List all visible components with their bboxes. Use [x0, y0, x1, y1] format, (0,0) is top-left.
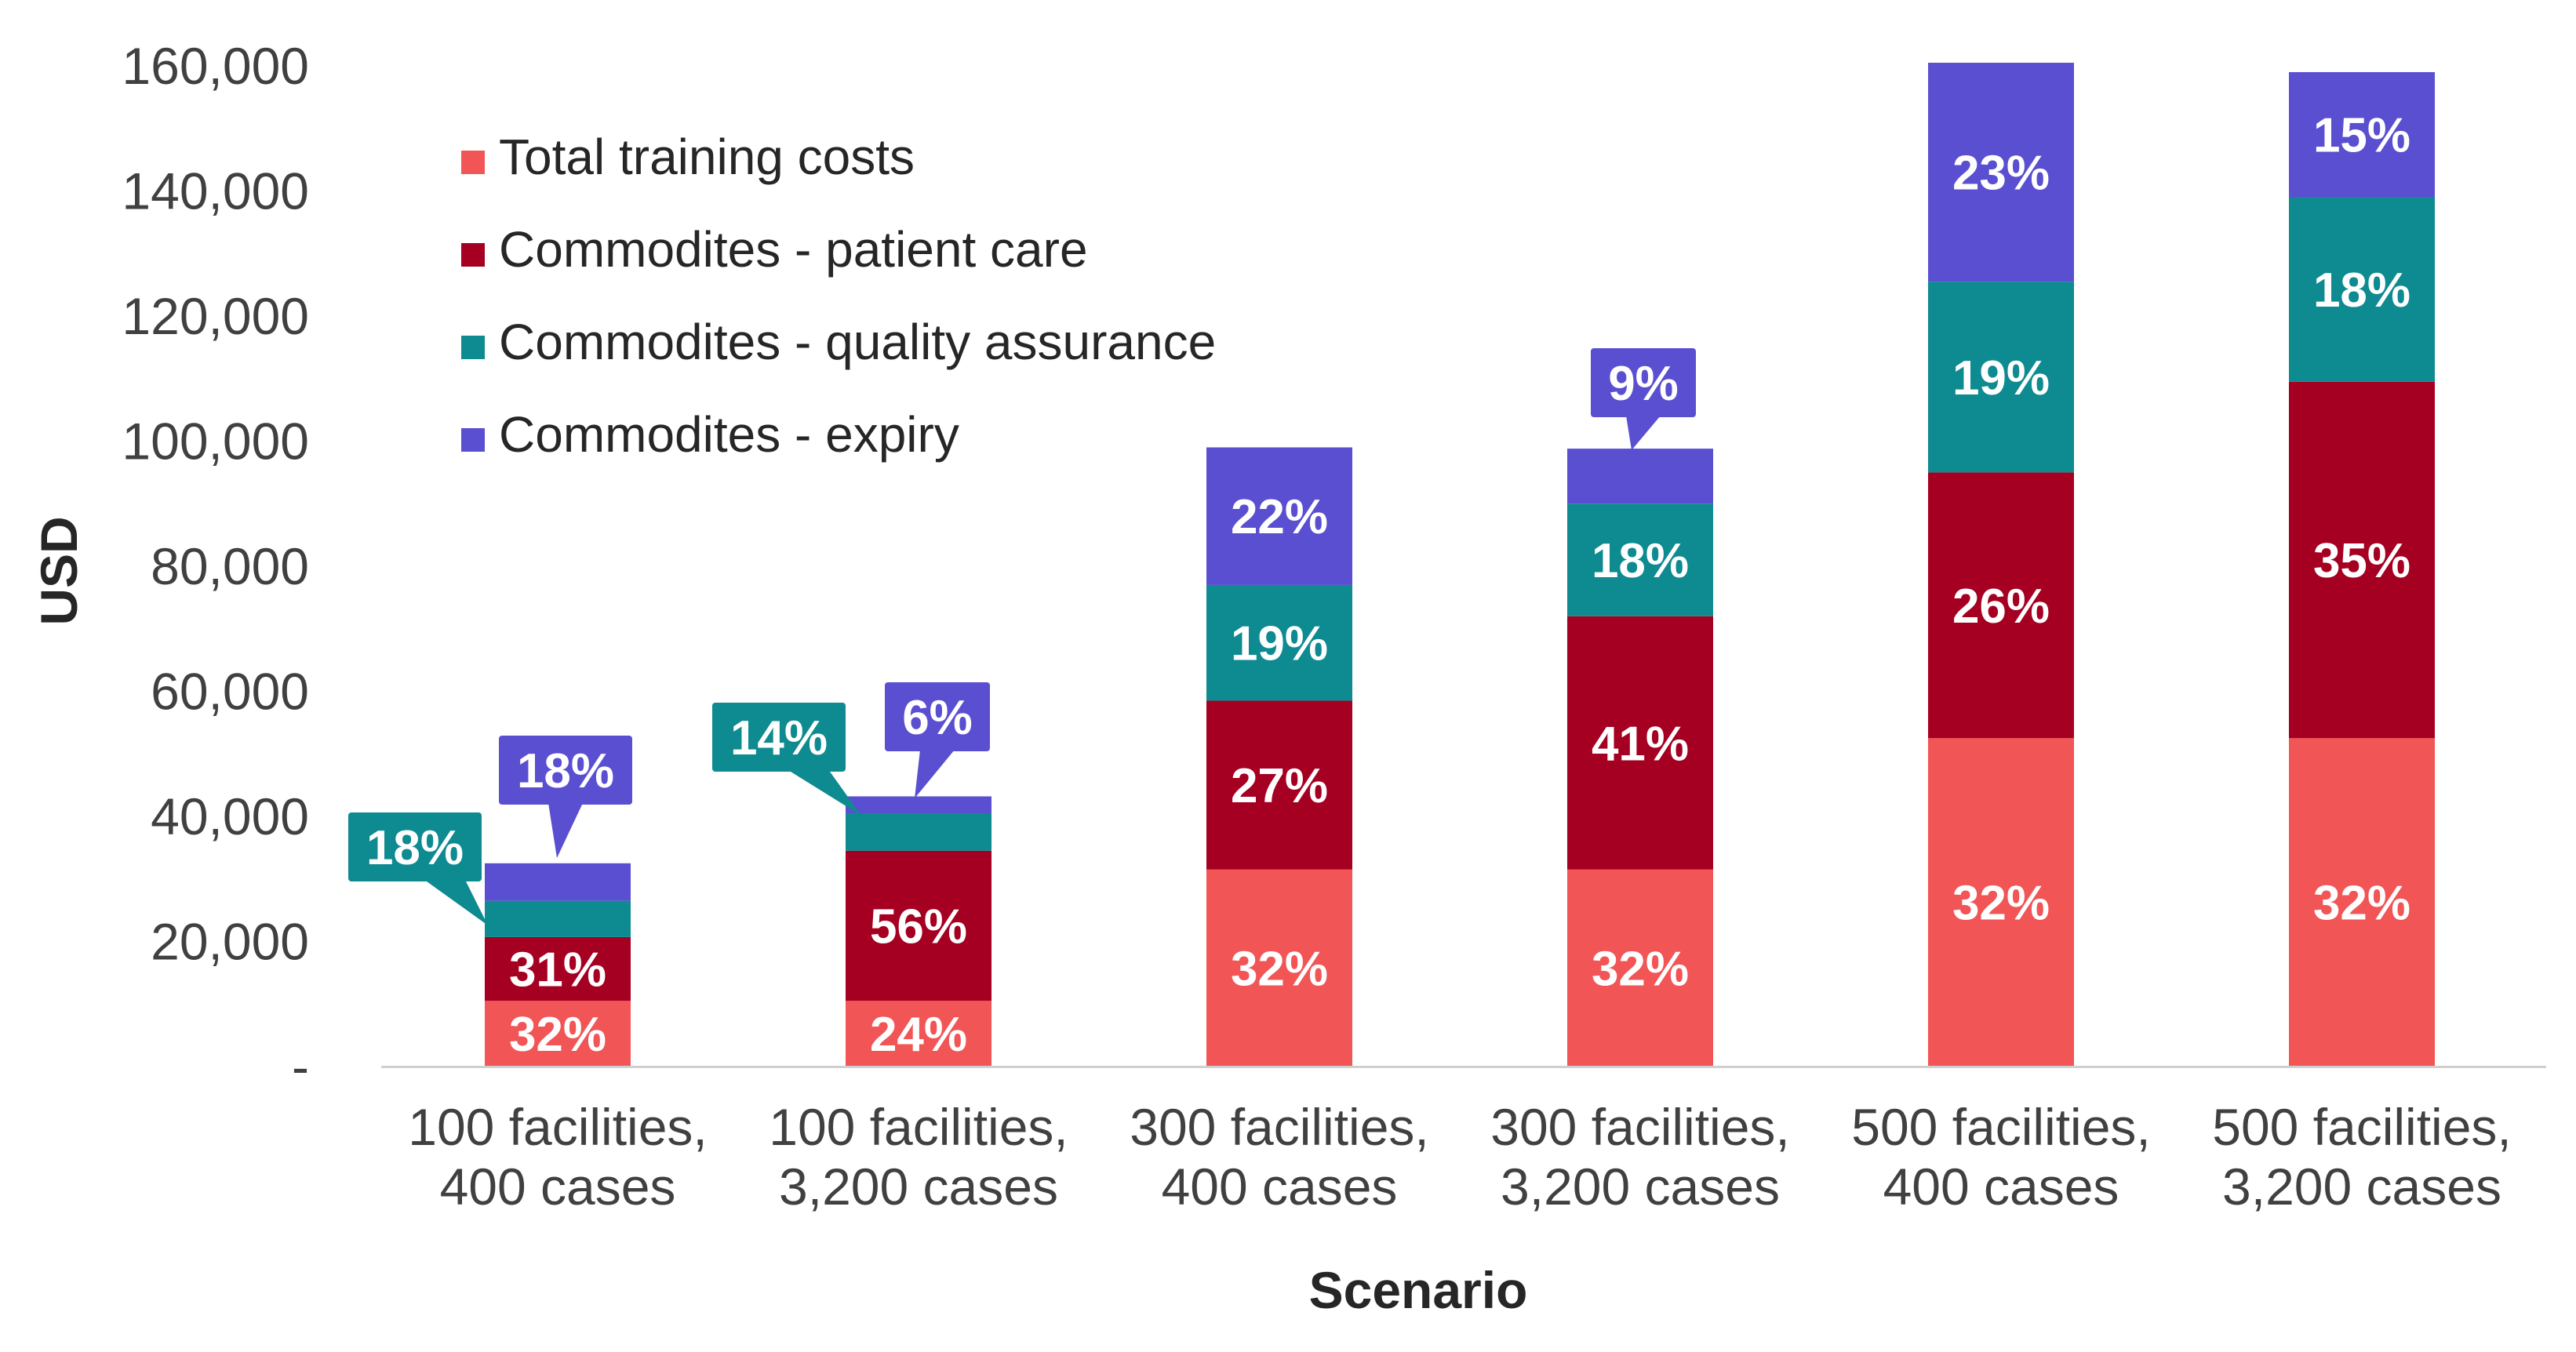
bar-segment	[485, 900, 631, 937]
bar-segment	[1928, 63, 2074, 282]
callout-pointer	[1626, 416, 1661, 450]
bar-segment	[1928, 282, 2074, 473]
bar-segment	[2289, 71, 2435, 198]
segment-data-label: 31%	[509, 943, 606, 998]
bar-segment	[2289, 381, 2435, 739]
x-tick-label: 400 cases	[1883, 1158, 2119, 1216]
x-tick-label: 100 facilities,	[769, 1098, 1068, 1156]
bar-segment	[1928, 472, 2074, 739]
x-tick-label: 300 facilities,	[1130, 1098, 1429, 1156]
y-tick-label: 40,000	[151, 787, 309, 845]
y-tick-label: -	[292, 1038, 309, 1096]
bar-segment	[846, 813, 991, 851]
segment-data-label: 32%	[2313, 877, 2410, 931]
y-tick-label: 120,000	[122, 287, 309, 345]
segment-data-label: 18%	[2313, 263, 2410, 318]
y-tick-label: 20,000	[151, 913, 309, 971]
callout-pointer	[915, 750, 955, 798]
y-tick-label: 80,000	[151, 537, 309, 595]
legend-label: Total training costs	[499, 129, 915, 185]
legend-label: Commodites - expiry	[499, 406, 959, 463]
x-tick-label: 3,200 cases	[779, 1158, 1058, 1216]
segment-data-label: 15%	[2313, 109, 2410, 163]
x-tick-label: 3,200 cases	[2222, 1158, 2501, 1216]
segment-data-label: 32%	[1592, 942, 1689, 996]
segment-data-label: 41%	[1592, 717, 1689, 771]
bar-segment	[846, 796, 991, 814]
x-tick-label: 400 cases	[1162, 1158, 1398, 1216]
segment-data-label: 56%	[870, 900, 967, 954]
callout-data-label: 6%	[902, 691, 973, 745]
callout-box	[348, 812, 482, 881]
x-tick-label: 500 facilities,	[1851, 1098, 2151, 1156]
legend-swatch	[461, 336, 485, 359]
callout-pointer	[548, 803, 583, 858]
legend-swatch	[461, 151, 485, 174]
bar-segment	[2289, 197, 2435, 382]
bar-segment	[1567, 503, 1713, 616]
segment-data-label: 19%	[1231, 617, 1328, 671]
segment-data-label: 23%	[1952, 147, 2050, 201]
x-tick-label: 100 facilities,	[408, 1098, 708, 1156]
bar-segment	[1206, 700, 1352, 870]
callout-data-label: 14%	[730, 711, 828, 765]
y-axis: - 20,000 40,000 60,000 80,000 100,000 120,000 1…	[122, 37, 309, 1096]
segment-data-label: 35%	[2313, 534, 2410, 588]
x-tick-label: 300 facilities,	[1490, 1098, 1790, 1156]
bar-segment	[1928, 738, 2074, 1067]
legend-label: Commodites - patient care	[499, 221, 1088, 278]
y-tick-label: 140,000	[122, 162, 309, 220]
segment-data-label: 27%	[1231, 759, 1328, 813]
legend: Total training costs Commodites - patient…	[461, 129, 1216, 463]
bar-segment	[485, 863, 631, 901]
y-axis-title: USD	[30, 516, 88, 625]
x-tick-label: 500 facilities,	[2212, 1098, 2512, 1156]
bar-segment	[485, 1001, 631, 1067]
y-tick-label: 100,000	[122, 413, 309, 471]
bars: 32% 24% 32% 32% 32% 32% 31% 56% 27% 41% 26% 35% 19% 1…	[485, 63, 2435, 1067]
callout-data-label: 9%	[1608, 357, 1679, 411]
legend-swatch	[461, 243, 485, 267]
callout-box	[712, 703, 846, 772]
x-axis-title: Scenario	[1309, 1261, 1528, 1319]
bar-segment	[1206, 869, 1352, 1067]
segment-data-label: 32%	[1952, 877, 2050, 931]
callout-data-label: 18%	[517, 744, 614, 798]
y-tick-label: 60,000	[151, 663, 309, 721]
bar-segment	[485, 936, 631, 1001]
callouts: 18% 18% 14% 6% 9%	[348, 348, 1696, 925]
legend-label: Commodites - quality assurance	[499, 314, 1216, 370]
bar-segment	[2289, 738, 2435, 1067]
callout-box	[499, 736, 632, 805]
segment-data-label: 32%	[509, 1008, 606, 1062]
segment-data-label: 19%	[1952, 351, 2050, 405]
bar-segment	[1206, 447, 1352, 585]
callout-box	[1591, 348, 1696, 417]
segment-data-label: 22%	[1231, 490, 1328, 544]
bar-segment	[846, 850, 991, 1001]
bar-segment	[1567, 869, 1713, 1067]
x-tick-label: 3,200 cases	[1501, 1158, 1780, 1216]
callout-data-label: 18%	[366, 821, 464, 875]
bar-segment	[1567, 449, 1713, 504]
segment-data-label: 24%	[870, 1008, 967, 1062]
segment-data-label: 26%	[1952, 580, 2050, 634]
bar-segment	[846, 1001, 991, 1067]
callout-box	[885, 682, 990, 751]
bar-segment	[1206, 584, 1352, 701]
legend-swatch	[461, 428, 485, 452]
y-tick-label: 160,000	[122, 37, 309, 95]
segment-data-label: 32%	[1231, 942, 1328, 996]
x-tick-label: 400 cases	[440, 1158, 676, 1216]
callout-pointer	[427, 881, 488, 925]
callout-pointer	[791, 772, 861, 816]
bar-segment	[1567, 616, 1713, 870]
segment-data-label: 18%	[1592, 534, 1689, 588]
